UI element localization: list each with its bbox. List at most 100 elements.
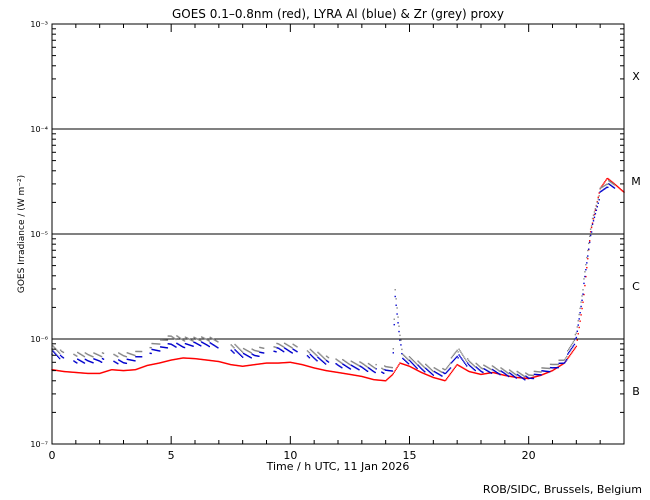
data-point	[610, 182, 613, 184]
data-point	[388, 376, 391, 379]
data-point	[402, 363, 404, 365]
data-point	[200, 340, 202, 342]
data-point	[388, 369, 391, 372]
data-point	[407, 363, 410, 365]
data-point	[76, 362, 78, 364]
data-point	[312, 366, 314, 369]
data-point	[182, 357, 185, 359]
data-point	[199, 358, 201, 360]
data-point	[532, 377, 535, 380]
data-point	[335, 371, 337, 373]
data-point	[442, 379, 444, 381]
data-point	[232, 364, 234, 366]
data-point	[592, 214, 595, 216]
data-point	[530, 377, 533, 380]
data-point	[99, 355, 102, 357]
data-point	[292, 348, 294, 350]
data-point	[231, 350, 233, 352]
data-point	[219, 361, 221, 363]
data-point	[89, 372, 91, 375]
data-point	[602, 185, 604, 188]
data-point	[338, 365, 340, 367]
data-point	[200, 336, 203, 338]
data-point	[201, 336, 204, 339]
data-point	[81, 354, 84, 357]
data-point	[98, 354, 100, 356]
data-point	[180, 345, 183, 347]
data-point	[242, 365, 245, 367]
data-point	[455, 356, 457, 359]
data-point	[508, 375, 511, 377]
data-point	[526, 373, 528, 375]
data-point	[274, 346, 276, 348]
data-point	[465, 368, 467, 371]
data-point	[182, 339, 185, 342]
data-point	[575, 336, 578, 339]
data-point	[285, 343, 288, 346]
data-point	[397, 365, 399, 367]
data-point	[205, 359, 208, 361]
data-point	[86, 372, 88, 375]
data-point	[322, 356, 324, 358]
data-point	[564, 358, 566, 361]
data-point	[233, 352, 235, 354]
data-point	[344, 373, 347, 375]
data-point	[438, 373, 440, 376]
data-point	[352, 365, 354, 368]
data-point	[206, 339, 209, 341]
data-point	[184, 357, 187, 359]
data-point	[56, 369, 58, 372]
data-point	[447, 364, 450, 367]
data-point	[366, 370, 369, 373]
data-point	[372, 370, 374, 372]
data-point	[162, 361, 165, 363]
data-point	[237, 351, 239, 354]
data-point	[498, 373, 500, 375]
data-point	[338, 371, 340, 374]
data-point	[293, 344, 295, 346]
data-point	[349, 368, 352, 370]
data-point	[319, 353, 321, 355]
data-point	[287, 349, 290, 352]
data-point	[560, 362, 562, 364]
data-point	[260, 351, 262, 354]
data-point	[151, 342, 153, 345]
data-point	[248, 356, 251, 358]
data-point	[70, 371, 72, 373]
data-point	[368, 367, 371, 370]
data-point	[469, 371, 472, 373]
data-point	[349, 364, 352, 366]
data-point	[441, 375, 443, 377]
data-point	[370, 369, 373, 371]
data-point	[463, 361, 465, 363]
data-point	[111, 369, 113, 371]
data-point	[436, 372, 438, 374]
data-point	[571, 346, 574, 348]
data-point	[407, 359, 410, 361]
data-point	[125, 362, 128, 365]
data-point	[92, 362, 94, 364]
data-point	[432, 370, 435, 373]
data-point	[460, 366, 462, 368]
data-point	[52, 345, 54, 347]
data-point	[362, 367, 364, 369]
data-point	[343, 360, 346, 362]
data-point	[89, 360, 91, 363]
data-point	[343, 364, 346, 366]
data-point	[588, 248, 590, 250]
data-point	[136, 350, 138, 353]
data-point	[82, 355, 85, 357]
data-point	[567, 350, 569, 352]
data-point	[484, 365, 486, 367]
data-point	[254, 363, 256, 366]
data-point	[616, 185, 619, 188]
data-point	[384, 365, 387, 368]
data-point	[437, 378, 439, 380]
data-point	[389, 375, 392, 378]
data-point	[526, 376, 528, 378]
data-point	[165, 360, 168, 362]
data-point	[318, 357, 320, 359]
data-point	[439, 374, 441, 376]
data-point	[98, 360, 101, 362]
data-point	[535, 370, 537, 373]
